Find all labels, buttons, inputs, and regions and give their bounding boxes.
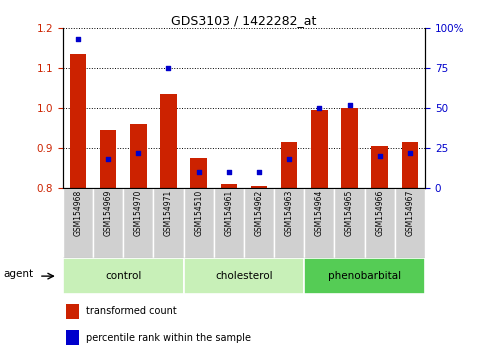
Text: GSM154961: GSM154961 [224, 190, 233, 236]
Text: GSM154962: GSM154962 [255, 190, 264, 236]
Bar [93, 188, 123, 258]
Text: agent: agent [3, 269, 33, 279]
Bar [341, 108, 358, 188]
Text: GSM154968: GSM154968 [73, 190, 83, 236]
Bar [70, 54, 86, 188]
Point [104, 156, 112, 162]
Text: control: control [105, 271, 142, 281]
Text: GSM154510: GSM154510 [194, 190, 203, 236]
Bar [67, 304, 79, 319]
Text: GSM154963: GSM154963 [284, 190, 294, 236]
Bar [63, 258, 184, 294]
Point [74, 37, 82, 42]
Bar [67, 330, 79, 345]
Point [315, 105, 323, 111]
Point [406, 150, 414, 155]
Text: percentile rank within the sample: percentile rank within the sample [86, 333, 251, 343]
Bar [311, 110, 327, 188]
Point [346, 102, 354, 108]
Bar [395, 188, 425, 258]
Bar [154, 188, 184, 258]
Bar [274, 188, 304, 258]
Text: GSM154966: GSM154966 [375, 190, 384, 236]
Bar [160, 94, 177, 188]
Text: GSM154965: GSM154965 [345, 190, 354, 236]
Point [134, 150, 142, 155]
Bar [221, 184, 237, 188]
Bar [123, 188, 154, 258]
Title: GDS3103 / 1422282_at: GDS3103 / 1422282_at [171, 14, 316, 27]
Text: GSM154970: GSM154970 [134, 190, 143, 236]
Point [255, 169, 263, 175]
Bar [371, 146, 388, 188]
Text: GSM154967: GSM154967 [405, 190, 414, 236]
Bar [184, 188, 213, 258]
Bar [130, 124, 146, 188]
Bar [244, 188, 274, 258]
Text: cholesterol: cholesterol [215, 271, 273, 281]
Bar [63, 188, 93, 258]
Point [165, 65, 172, 71]
Point [195, 169, 202, 175]
Text: GSM154969: GSM154969 [103, 190, 113, 236]
Bar [402, 142, 418, 188]
Text: GSM154971: GSM154971 [164, 190, 173, 236]
Point [376, 153, 384, 159]
Bar [365, 188, 395, 258]
Bar [281, 142, 298, 188]
Text: transformed count: transformed count [86, 306, 177, 316]
Bar [184, 258, 304, 294]
Bar [334, 188, 365, 258]
Bar [251, 185, 267, 188]
Bar [304, 258, 425, 294]
Bar [100, 130, 116, 188]
Bar [190, 158, 207, 188]
Bar [213, 188, 244, 258]
Bar [304, 188, 334, 258]
Point [225, 169, 233, 175]
Point [285, 156, 293, 162]
Text: phenobarbital: phenobarbital [328, 271, 401, 281]
Text: GSM154964: GSM154964 [315, 190, 324, 236]
